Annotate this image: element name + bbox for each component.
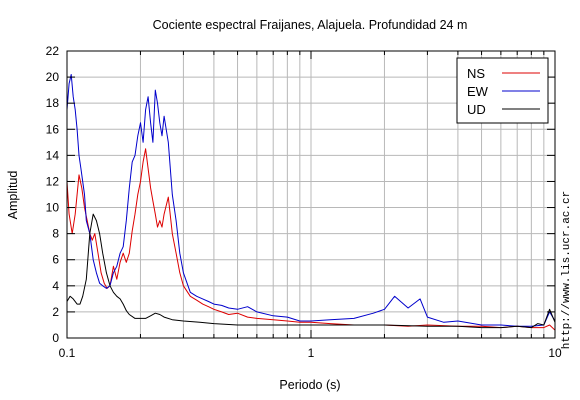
y-axis-label: Amplitud <box>6 171 20 220</box>
credit-url: http://www.lis.ucr.ac.cr <box>561 191 573 349</box>
x-tick-label: 1 <box>308 346 315 360</box>
y-tick-label: 6 <box>52 253 59 267</box>
y-tick-label: 14 <box>46 148 60 162</box>
series-line-ew <box>66 74 556 327</box>
x-tick-label: 0.1 <box>59 346 76 360</box>
y-tick-label: 4 <box>52 279 59 293</box>
x-axis-label: Periodo (s) <box>279 378 340 392</box>
y-tick-label: 0 <box>52 331 59 345</box>
x-tick-label: 10 <box>548 346 562 360</box>
legend-label-ud: UD <box>467 102 486 117</box>
axis-ticks: 0 2 4 6 8 10 12 14 16 18 20 22 0.1 1 10 <box>46 44 562 360</box>
y-tick-label: 20 <box>46 70 60 84</box>
y-tick-label: 18 <box>46 96 60 110</box>
legend: NS EW UD <box>456 57 549 124</box>
legend-label-ns: NS <box>467 66 485 81</box>
y-tick-label: 12 <box>46 174 60 188</box>
series-line-ud <box>66 213 556 329</box>
series-layer <box>66 74 556 331</box>
y-tick-label: 16 <box>46 122 60 136</box>
chart-title: Cociente espectral Fraijanes, Alajuela. … <box>153 18 468 32</box>
y-tick-label: 2 <box>52 305 59 319</box>
legend-label-ew: EW <box>467 84 489 99</box>
y-tick-label: 8 <box>52 227 59 241</box>
y-tick-label: 10 <box>46 201 60 215</box>
legend-items: NS EW UD <box>467 66 540 117</box>
y-tick-label: 22 <box>46 44 60 58</box>
